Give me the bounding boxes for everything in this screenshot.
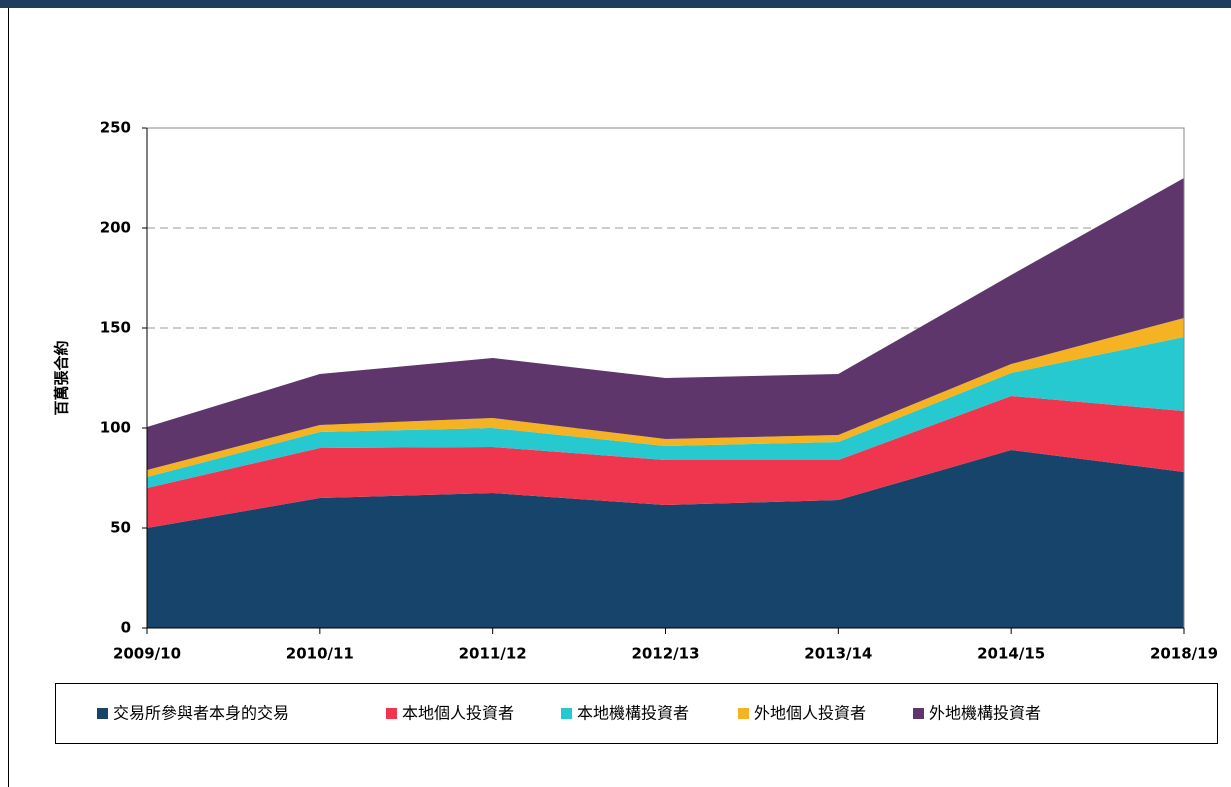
y-tick-label: 200 xyxy=(100,219,131,237)
y-tick-label: 250 xyxy=(100,119,131,137)
x-tick-label: 2013/14 xyxy=(804,645,872,663)
area xyxy=(147,318,1184,477)
legend-label: 本地個人投資者 xyxy=(402,704,514,723)
legend-swatch xyxy=(913,708,924,719)
legend-swatch xyxy=(561,708,572,719)
x-tick-label: 2011/12 xyxy=(459,645,527,663)
x-tick-label: 2009/10 xyxy=(113,645,181,663)
legend-swatch xyxy=(97,708,108,719)
area xyxy=(147,396,1184,528)
legend-label: 外地個人投資者 xyxy=(754,704,866,723)
legend-box xyxy=(55,683,1218,744)
area xyxy=(147,450,1184,628)
y-axis-label: 百萬張合約 xyxy=(53,340,71,415)
legend-swatch xyxy=(738,708,749,719)
y-tick-label: 100 xyxy=(100,419,131,437)
y-tick-label: 50 xyxy=(110,519,131,537)
legend-swatch xyxy=(386,708,397,719)
top-bar xyxy=(0,0,1231,8)
legend-label: 外地機構投資者 xyxy=(929,704,1041,723)
x-tick-label: 2014/15 xyxy=(977,645,1045,663)
y-tick-label: 0 xyxy=(121,619,131,637)
legend-label: 交易所參與者本身的交易 xyxy=(113,704,289,723)
x-tick-label: 2012/13 xyxy=(631,645,699,663)
x-tick-label: 2010/11 xyxy=(286,645,354,663)
y-tick-label: 150 xyxy=(100,319,131,337)
legend-label: 本地機構投資者 xyxy=(577,704,689,723)
area xyxy=(147,178,1184,470)
area xyxy=(147,337,1184,488)
legend: 交易所參與者本身的交易 本地個人投資者 本地機構投資者 外地個人投資者 外地機構投資者 xyxy=(97,704,1041,723)
x-tick-label: 2018/19 xyxy=(1150,645,1218,663)
